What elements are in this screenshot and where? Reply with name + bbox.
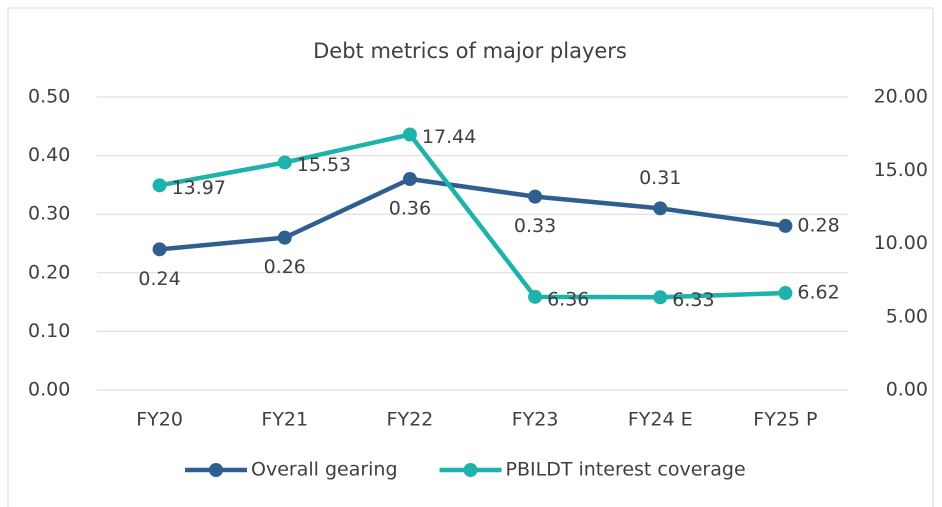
y-tick-label: 0.40 <box>28 144 70 166</box>
data-label: 13.97 <box>172 177 226 199</box>
data-label: 0.31 <box>639 167 681 189</box>
legend-label: Overall gearing <box>251 459 398 481</box>
x-tick-label: FY25 P <box>753 409 817 431</box>
data-point <box>778 218 793 233</box>
y2-tick-label: 0.00 <box>886 379 928 401</box>
data-point <box>528 289 543 304</box>
data-label: 6.36 <box>547 288 589 310</box>
series-line <box>159 176 786 252</box>
x-tick-label: FY24 E <box>628 409 693 431</box>
y2-tick-label: 10.00 <box>874 232 928 254</box>
y2-tick-label: 20.00 <box>874 86 928 108</box>
data-point <box>402 172 417 187</box>
y2-tick-label: 15.00 <box>874 159 928 181</box>
data-label: 0.24 <box>138 268 180 290</box>
data-label: 0.33 <box>514 215 556 237</box>
legend-label: PBILDT interest coverage <box>506 459 746 481</box>
y-tick-label: 0.20 <box>28 261 70 283</box>
data-point <box>152 178 167 193</box>
data-point <box>653 201 668 216</box>
x-tick-label: FY20 <box>136 409 183 431</box>
data-label: 0.26 <box>264 256 306 278</box>
data-label: 0.28 <box>797 214 839 236</box>
y-tick-label: 0.10 <box>28 320 70 342</box>
data-label: 15.53 <box>297 154 351 176</box>
data-point <box>152 242 167 257</box>
legend-marker <box>463 463 478 477</box>
data-label: 0.36 <box>389 198 431 220</box>
y2-tick-label: 5.00 <box>886 305 928 327</box>
data-label: 17.44 <box>422 126 476 148</box>
x-tick-label: FY22 <box>387 409 434 431</box>
y-tick-label: 0.00 <box>28 379 70 401</box>
data-point <box>653 290 668 305</box>
data-point <box>528 189 543 204</box>
data-point <box>277 155 292 170</box>
series-line <box>159 132 786 300</box>
legend-marker <box>209 463 223 477</box>
y-tick-label: 0.50 <box>28 86 70 108</box>
data-label: 6.33 <box>672 289 714 311</box>
data-point <box>277 230 292 245</box>
x-tick-label: FY23 <box>512 409 559 431</box>
chart-border <box>7 7 934 507</box>
data-point <box>778 286 793 301</box>
y-tick-label: 0.30 <box>28 203 70 225</box>
x-tick-label: FY21 <box>261 409 308 431</box>
chart-title: Debt metrics of major players <box>313 39 627 63</box>
data-label: 6.62 <box>797 282 839 304</box>
data-point <box>402 127 417 142</box>
